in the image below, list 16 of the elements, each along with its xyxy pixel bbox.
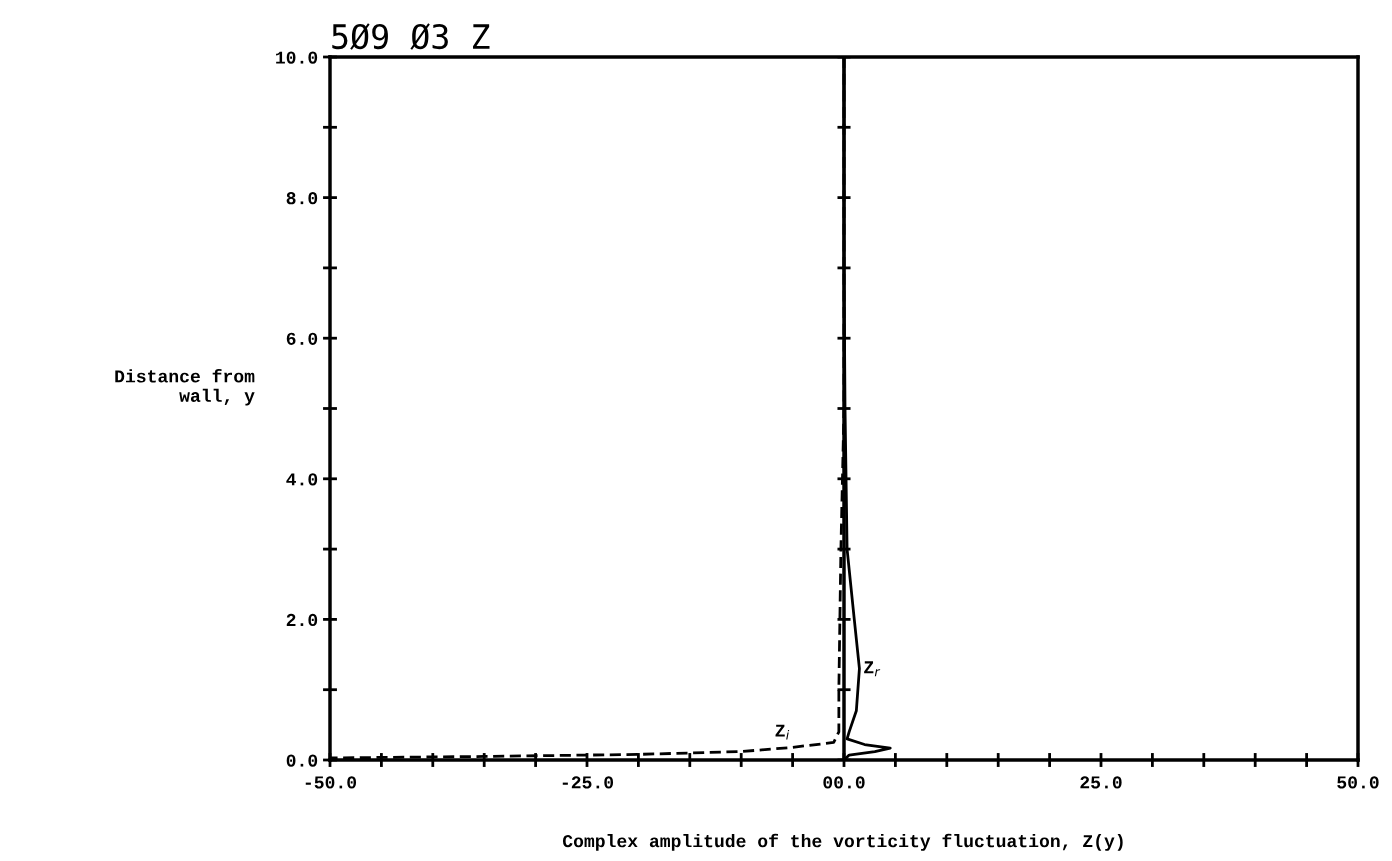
x-tick-label: 25.0 [1080,776,1122,789]
annotation: Z$_{r}$ [864,661,881,677]
x-tick-label: -50.0 [305,776,357,789]
x-tick-label: 00.0 [823,776,865,789]
y-tick-label: 0.0 [286,754,318,767]
annotation: Z$_{i}$ [775,724,790,740]
x-tick-label: 50.0 [1337,776,1379,789]
y-tick-label: 4.0 [286,473,318,486]
x-tick-label: -25.0 [562,776,614,789]
y-tick-label: 6.0 [286,332,318,345]
y-tick-label: 10.0 [276,51,318,64]
x-axis-title: Complex amplitude of the vorticity fluctuation, Z(y) [562,833,1123,851]
y-tick-label: 8.0 [286,192,318,205]
chart-title: 5Ø9 Ø3 Z [332,23,490,50]
y-axis-title: Distance from wall, y [115,369,255,406]
y-tick-label: 2.0 [286,613,318,627]
